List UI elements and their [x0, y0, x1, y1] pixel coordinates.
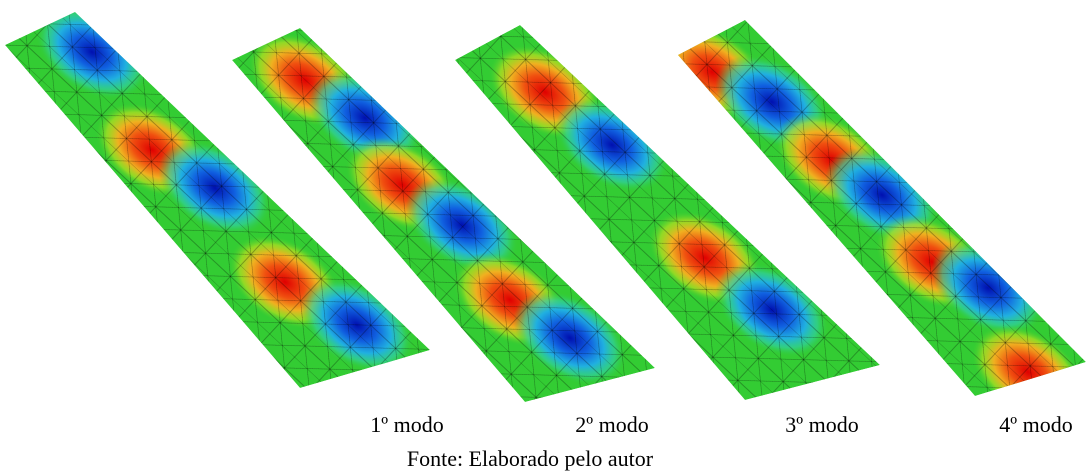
plates	[5, 0, 1088, 439]
caption: 3º modo	[785, 412, 858, 437]
figure: 1º modo 2º modo 3º modo 4º modo Fonte: E…	[0, 0, 1088, 476]
caption: 2º modo	[575, 412, 648, 437]
caption: 4º modo	[999, 412, 1072, 437]
source: Fonte: Elaborado pelo autor	[407, 446, 654, 471]
caption: 1º modo	[370, 412, 443, 437]
